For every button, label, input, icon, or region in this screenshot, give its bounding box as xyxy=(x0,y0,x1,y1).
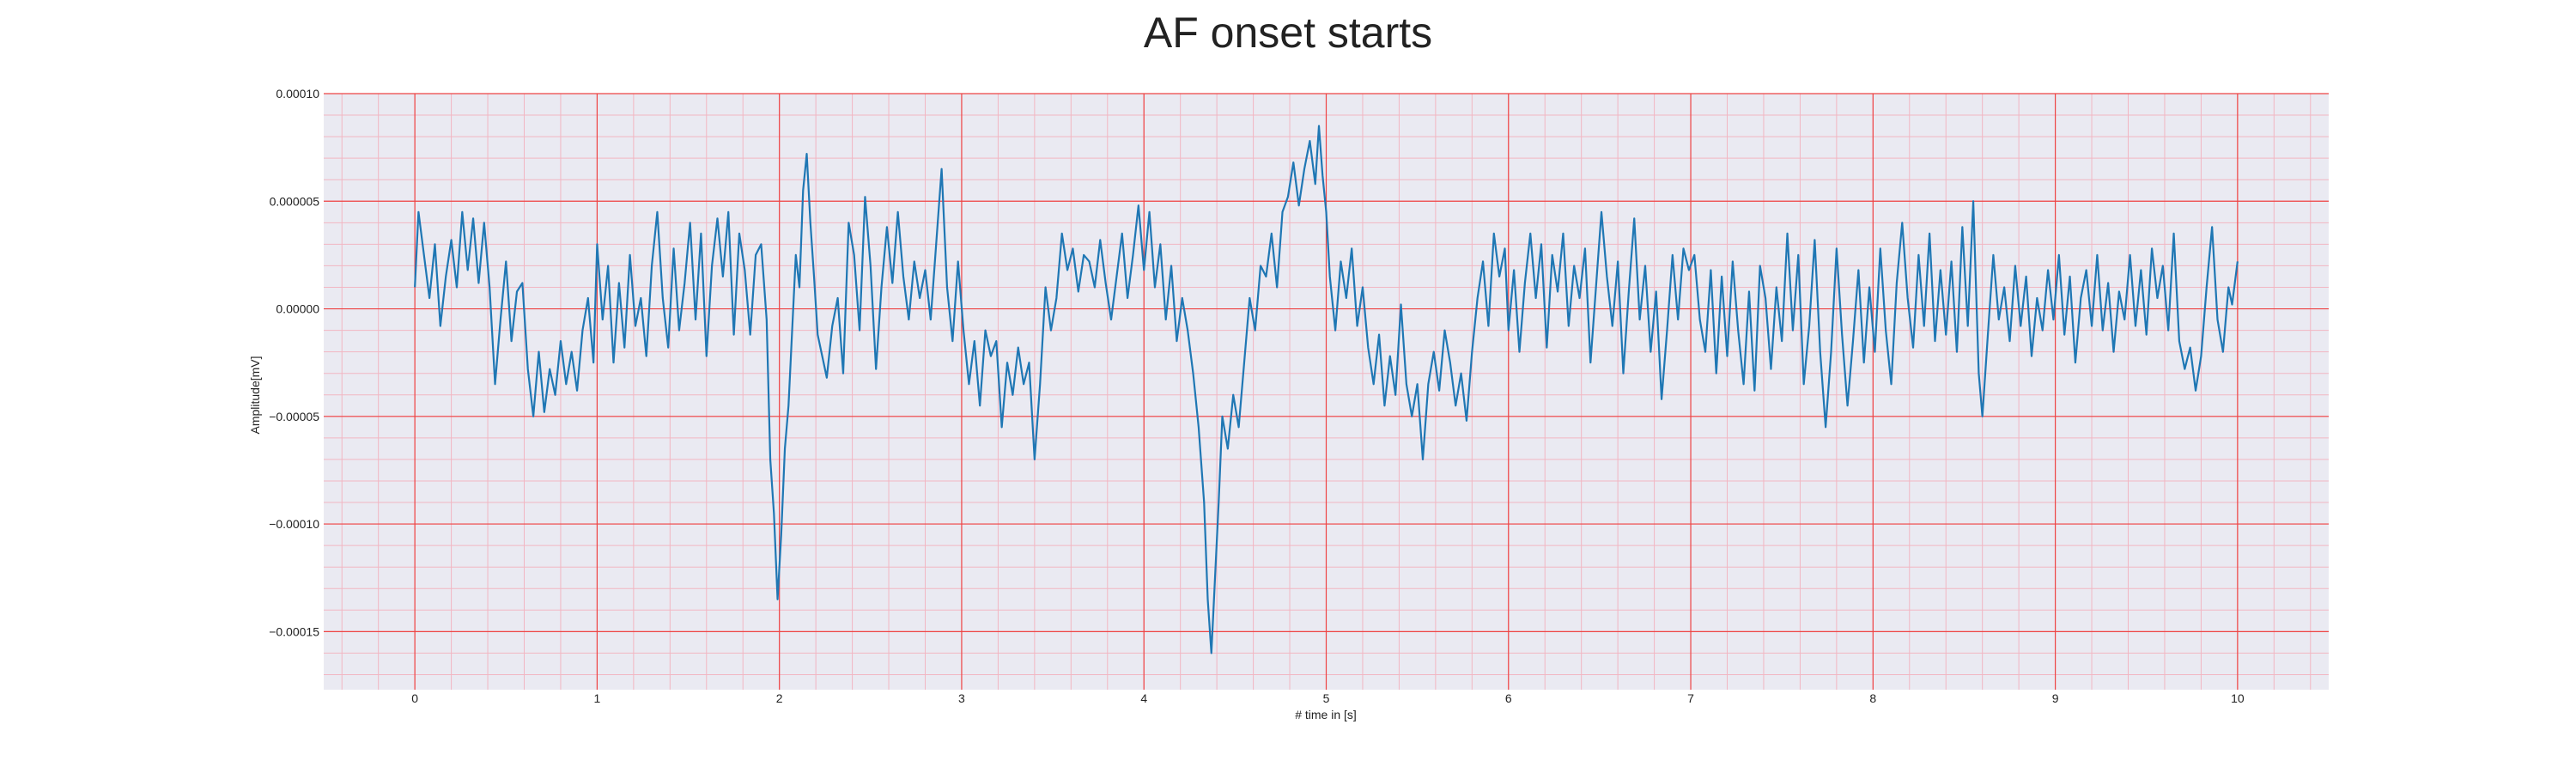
x-tick-label: 6 xyxy=(1505,691,1512,705)
x-axis-label: # time in [s] xyxy=(1295,708,1357,721)
y-tick-label: −0.00010 xyxy=(269,517,319,531)
y-axis-label: Amplitude[mV] xyxy=(248,356,262,434)
x-tick-labels: 0 1 2 3 4 5 6 7 8 9 10 xyxy=(411,691,2245,705)
chart-title: AF onset starts xyxy=(1144,9,1432,57)
x-tick-label: 10 xyxy=(2231,691,2245,705)
x-tick-label: 2 xyxy=(776,691,783,705)
y-tick-label: 0.00010 xyxy=(276,87,319,100)
x-tick-label: 9 xyxy=(2052,691,2059,705)
x-tick-label: 0 xyxy=(411,691,418,705)
series-line xyxy=(414,125,2239,654)
x-tick-label: 7 xyxy=(1687,691,1694,705)
x-tick-label: 4 xyxy=(1140,691,1147,705)
y-tick-label: 0.000005 xyxy=(270,194,320,208)
y-tick-label: 0.00000 xyxy=(276,302,319,316)
y-tick-labels: 0.00010 0.000005 0.00000 −0.00005 −0.00010 −0… xyxy=(269,87,319,638)
major-grid xyxy=(324,93,2329,690)
x-tick-label: 1 xyxy=(594,691,601,705)
y-tick-label: −0.00015 xyxy=(269,624,319,638)
y-tick-label: −0.00005 xyxy=(269,410,319,423)
x-tick-label: 3 xyxy=(958,691,965,705)
x-tick-label: 5 xyxy=(1323,691,1330,705)
x-tick-label: 8 xyxy=(1869,691,1876,705)
